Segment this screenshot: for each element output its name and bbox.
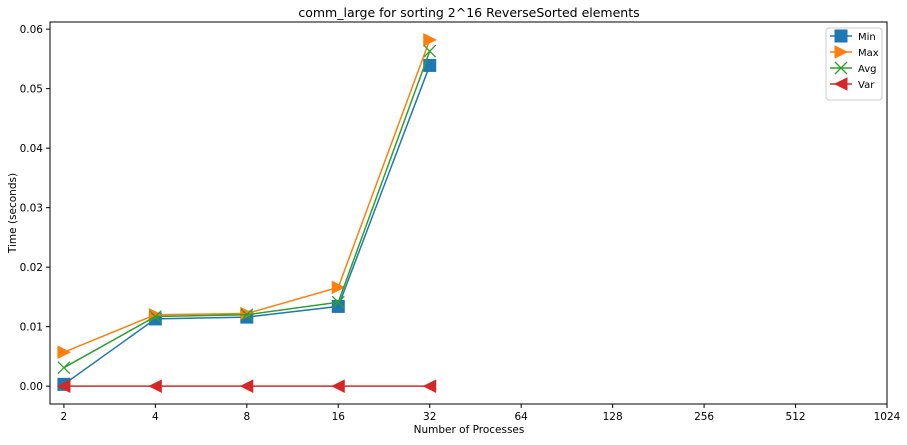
data-point-var [148, 379, 162, 393]
x-axis-label: Number of Processes [414, 424, 525, 436]
x-tick-label: 64 [514, 411, 528, 423]
plot-area [49, 21, 888, 405]
data-point-max [240, 306, 254, 321]
series-avg [57, 44, 437, 375]
data-point-var [239, 379, 254, 393]
y-tick-label: 0.05 [20, 84, 43, 96]
legend-label: Avg [858, 64, 877, 75]
legend-item-var: Var [830, 77, 875, 91]
data-point-avg [57, 361, 71, 375]
legend-item-max: Max [830, 45, 879, 59]
legend-label: Min [858, 32, 876, 43]
legend-item-avg: Avg [830, 61, 877, 75]
series-var [56, 379, 437, 393]
y-tick-label: 0.01 [20, 322, 43, 334]
data-point-avg [148, 310, 162, 323]
x-tick-label: 2 [61, 411, 68, 423]
legend: Min Max Avg Var [825, 27, 883, 101]
series-layer [56, 33, 437, 393]
legend-item-min: Min [830, 29, 876, 43]
data-point-min [423, 58, 437, 72]
data-point-var [56, 379, 71, 393]
legend-label: Var [858, 80, 875, 91]
y-tick-label: 0.03 [20, 203, 43, 215]
data-point-avg [423, 44, 437, 58]
x-tick-label: 128 [603, 411, 623, 423]
x-tick-label: 256 [694, 411, 714, 423]
y-tick-label: 0.02 [20, 262, 43, 274]
x-axis: 2 4 8 16 32 64 128 256 512 1024 [61, 404, 901, 423]
y-tick-label: 0.04 [20, 143, 44, 155]
x-tick-label: 8 [243, 411, 250, 423]
legend-marker [834, 61, 848, 75]
y-axis-label: Time (seconds) [7, 173, 19, 254]
y-axis: 0.00 0.01 0.02 0.03 0.04 0.05 0.06 [20, 24, 50, 393]
legend-marker [833, 77, 848, 91]
data-point-avg [240, 308, 254, 322]
data-point-max [331, 280, 346, 295]
data-point-var [331, 379, 345, 393]
data-point-max [57, 345, 72, 360]
y-tick-label: 0.00 [20, 381, 43, 393]
x-tick-label: 16 [332, 411, 346, 423]
chart-title: comm_large for sorting 2^16 ReverseSorte… [298, 5, 639, 20]
data-point-var [422, 379, 437, 393]
series-min [57, 58, 437, 391]
x-tick-label: 1024 [874, 411, 901, 423]
series-max [57, 33, 437, 360]
data-point-max [423, 33, 437, 47]
legend-label: Max [858, 48, 879, 59]
x-tick-label: 4 [152, 411, 159, 423]
x-tick-label: 32 [423, 411, 436, 423]
y-tick-label: 0.06 [20, 24, 44, 36]
data-point-avg [331, 295, 345, 309]
x-tick-label: 512 [786, 411, 806, 423]
legend-marker [834, 29, 848, 43]
legend-marker [834, 45, 849, 59]
series-line-max [63, 39, 431, 353]
